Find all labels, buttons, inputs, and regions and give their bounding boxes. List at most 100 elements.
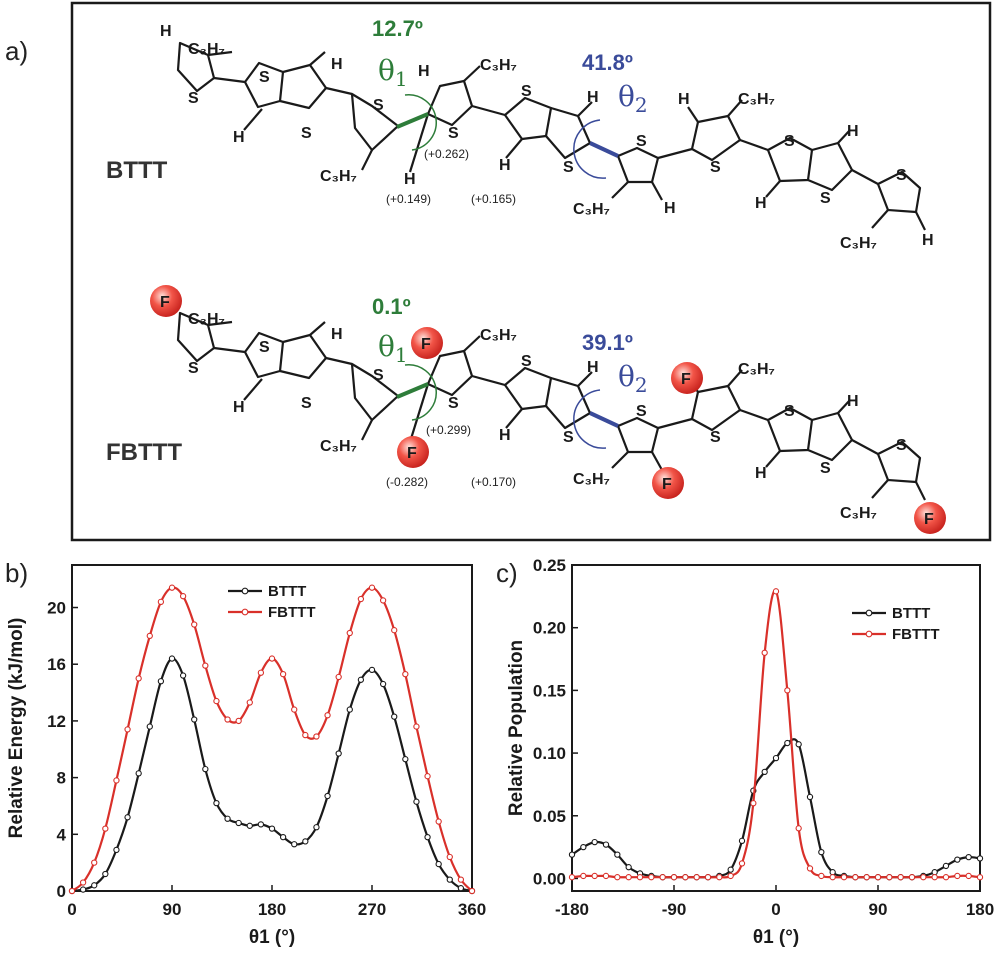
svg-text:C₃H₇: C₃H₇: [738, 91, 775, 108]
y-tick-label: 20: [47, 599, 66, 618]
series-line-bttt: [71, 657, 473, 893]
y-axis-title: Relative Energy (kJ/mol): [6, 618, 27, 839]
data-point: [257, 821, 265, 828]
data-point: [568, 874, 576, 881]
data-point: [379, 680, 387, 688]
data-point: [213, 697, 220, 705]
data-point: [402, 670, 409, 678]
data-point: [413, 798, 420, 805]
data-point: [246, 822, 253, 829]
bttt-charge-2: (+0.149): [386, 192, 431, 206]
data-point: [91, 882, 98, 889]
data-point: [772, 754, 780, 762]
data-point: [291, 841, 298, 848]
data-point: [357, 676, 365, 683]
data-point: [727, 866, 734, 873]
bttt-theta1-symbol: θ1: [378, 54, 408, 91]
fbttt-charge-2: (-0.282): [386, 475, 428, 489]
data-point: [954, 872, 961, 880]
data-point: [468, 887, 476, 895]
y-tick-label: 4: [57, 825, 67, 844]
data-point: [168, 655, 176, 662]
svg-text:S: S: [563, 429, 574, 446]
data-point: [102, 870, 109, 878]
data-point: [750, 800, 757, 807]
panel-c-label: c): [496, 558, 518, 588]
data-point: [213, 799, 220, 807]
data-point: [942, 874, 950, 881]
data-point: [324, 792, 331, 800]
data-point: [224, 815, 231, 822]
data-point: [829, 874, 836, 881]
svg-text:F: F: [421, 336, 431, 353]
data-point: [235, 819, 242, 827]
data-point: [614, 851, 621, 858]
data-point: [279, 670, 287, 678]
panel-a-label: a): [5, 36, 28, 66]
legend-label: BTTT: [892, 605, 930, 622]
svg-text:H: H: [418, 63, 430, 80]
svg-text:S: S: [259, 69, 270, 86]
data-point: [279, 833, 287, 841]
data-point: [738, 837, 746, 844]
data-point: [68, 887, 76, 895]
data-point: [357, 595, 365, 603]
data-point: [379, 597, 387, 604]
y-tick-label: 0.15: [533, 681, 566, 700]
legend-label: FBTTT: [892, 626, 939, 643]
data-point: [313, 824, 320, 831]
data-point: [224, 716, 231, 723]
data-point: [614, 874, 621, 881]
data-point: [146, 632, 153, 640]
data-point: [784, 687, 791, 694]
data-point: [580, 843, 587, 851]
bttt-label: BTTT: [106, 157, 168, 184]
data-point: [291, 706, 298, 713]
svg-text:C₃H₇: C₃H₇: [188, 41, 225, 58]
y-tick-label: 8: [57, 769, 66, 788]
legend-label: BTTT: [268, 583, 306, 600]
data-point: [424, 833, 431, 841]
svg-text:H: H: [331, 326, 343, 343]
y-tick-label: 0.25: [533, 556, 566, 575]
x-tick-label: -90: [662, 900, 687, 919]
x-tick-label: 180: [258, 900, 286, 919]
fbttt-theta1-angle: 0.1º: [372, 294, 411, 319]
svg-text:S: S: [820, 460, 831, 477]
data-point: [682, 874, 689, 881]
svg-text:S: S: [448, 395, 459, 412]
svg-text:S: S: [636, 133, 647, 150]
data-point: [246, 699, 253, 706]
data-point: [135, 675, 142, 682]
data-point: [202, 765, 209, 773]
data-point: [636, 874, 644, 881]
svg-text:F: F: [662, 476, 672, 493]
fbttt-theta1-symbol: θ1: [378, 330, 408, 367]
svg-text:S: S: [448, 125, 459, 142]
y-tick-label: 0.10: [533, 744, 566, 763]
bttt-theta1-angle: 12.7º: [372, 16, 423, 41]
data-point: [897, 874, 904, 881]
data-point: [446, 876, 453, 883]
data-point: [942, 862, 950, 870]
svg-text:H: H: [755, 465, 767, 482]
data-point: [716, 874, 723, 881]
y-tick-label: 0.00: [533, 869, 566, 888]
data-point: [840, 874, 848, 881]
x-tick-label: -180: [555, 900, 589, 919]
data-point: [235, 717, 242, 725]
x-axis-title: θ1 (°): [249, 927, 295, 948]
y-tick-label: 16: [47, 655, 66, 674]
data-point: [257, 669, 265, 676]
data-point: [457, 885, 465, 892]
data-point: [113, 777, 120, 784]
svg-text:H: H: [664, 200, 676, 217]
svg-text:C₃H₇: C₃H₇: [840, 235, 877, 252]
panel-a-frame: [70, 1, 992, 542]
y-tick-label: 0: [57, 882, 66, 901]
data-point: [648, 874, 655, 881]
data-point: [863, 874, 870, 881]
x-tick-label: 270: [358, 900, 386, 919]
data-point: [313, 733, 320, 740]
